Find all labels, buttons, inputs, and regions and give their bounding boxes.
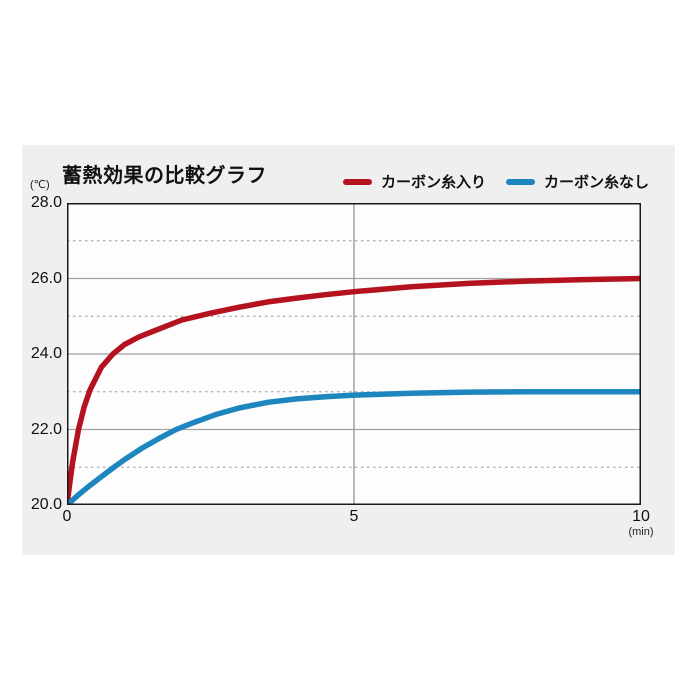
legend-swatch-1 [505, 178, 535, 185]
legend-swatch-0 [342, 178, 372, 185]
series-line-0-carbon-in [67, 275, 641, 505]
legend: カーボン糸入り カーボン糸なし [342, 171, 649, 192]
chart-title: 蓄熱効果の比較グラフ [62, 165, 267, 187]
y-tick-label-28.0: 28.0 [30, 194, 62, 211]
y-tick-label-24.0: 24.0 [30, 345, 62, 362]
series-line-1-carbon-none [67, 389, 641, 505]
x-tick-label-0: 0 [62, 508, 72, 525]
y-tick-label-22.0: 22.0 [30, 420, 62, 438]
y-tick-label-26.0: 26.0 [30, 269, 62, 287]
legend-item-0: カーボン糸入り [342, 171, 486, 192]
line-chart [67, 203, 641, 505]
chart-panel: 蓄熱効果の比較グラフ カーボン糸入り カーボン糸なし (℃) 28.0 26.0 24… [22, 145, 675, 555]
y-tick-label-20.0: 20.0 [30, 496, 62, 513]
plot-border [67, 203, 641, 505]
y-axis-unit-label: (℃) [30, 179, 50, 191]
legend-item-1: カーボン糸なし [505, 171, 649, 192]
x-tick-label-5: 5 [349, 508, 359, 525]
legend-label-0: カーボン糸入り [380, 174, 486, 191]
x-tick-label-10: 10 [632, 508, 650, 525]
x-axis-unit-label: (min) [628, 526, 654, 538]
legend-label-1: カーボン糸なし [543, 174, 649, 191]
plot-area [67, 203, 641, 505]
